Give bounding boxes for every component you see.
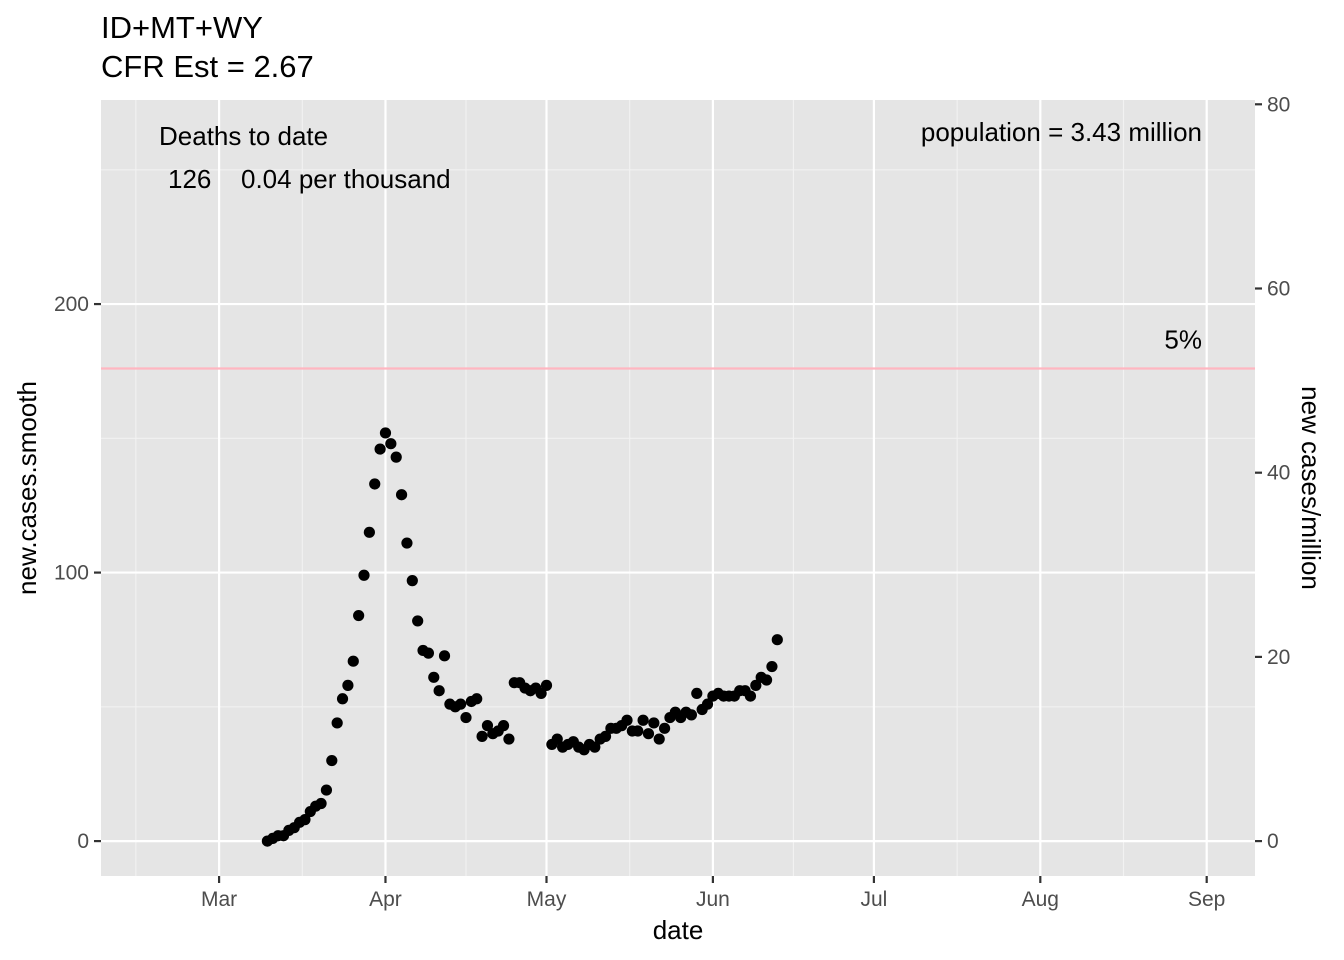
data-point <box>347 655 359 667</box>
data-point <box>766 660 778 673</box>
data-point <box>460 711 472 724</box>
y-tick-label: 100 <box>54 562 89 585</box>
data-point <box>685 709 698 721</box>
data-point <box>342 679 354 691</box>
data-point <box>379 427 392 439</box>
y-tick-label: 200 <box>54 293 89 316</box>
data-point <box>385 438 397 450</box>
data-point <box>363 526 375 538</box>
chart-subtitle: CFR Est = 2.67 <box>101 49 314 84</box>
data-point <box>422 647 435 659</box>
data-point <box>642 728 655 740</box>
data-point <box>551 733 563 745</box>
data-point <box>691 687 703 700</box>
data-point <box>760 674 773 686</box>
data-point <box>589 741 601 753</box>
data-point <box>390 451 402 463</box>
data-point <box>632 725 644 737</box>
data-point <box>481 720 494 732</box>
data-point <box>771 634 783 646</box>
data-point <box>540 679 553 691</box>
plot-panel <box>101 100 1255 876</box>
data-point <box>637 714 649 726</box>
data-point <box>369 478 381 490</box>
data-point <box>315 797 327 810</box>
data-point <box>353 609 365 622</box>
data-point <box>395 489 408 501</box>
data-point <box>331 717 343 729</box>
y-axis-left: 0 100 200 <box>54 293 101 853</box>
x-tick-label: Jun <box>696 888 730 911</box>
deaths-heading: Deaths to date <box>159 121 328 151</box>
x-axis-title: date <box>653 915 704 945</box>
deaths-rate: 0.04 per thousand <box>241 164 451 194</box>
data-point <box>336 693 349 705</box>
data-point <box>412 615 424 627</box>
data-point <box>455 698 467 710</box>
data-point <box>497 720 510 732</box>
y-tick-label: 0 <box>77 830 89 853</box>
data-point <box>599 730 612 742</box>
population-annotation: population = 3.43 million <box>921 117 1202 147</box>
data-point <box>750 679 762 691</box>
data-point <box>406 575 418 587</box>
data-point <box>503 733 515 745</box>
y-axis-title: new.cases.smooth <box>12 381 42 595</box>
y2-tick-label: 80 <box>1267 93 1290 116</box>
data-point <box>701 698 714 710</box>
y2-tick-label: 20 <box>1267 646 1290 669</box>
data-point <box>476 730 488 742</box>
x-axis: Mar Apr May Jun Jul Aug Sep <box>201 876 1225 911</box>
x-tick-label: May <box>527 888 567 911</box>
y2-axis-title: new cases/million <box>1296 386 1326 590</box>
y-axis-right: 0 20 40 60 80 <box>1255 93 1290 853</box>
y2-tick-label: 0 <box>1267 830 1279 853</box>
x-tick-label: Sep <box>1188 888 1225 911</box>
deaths-count: 126 <box>168 164 211 194</box>
data-point <box>358 569 370 581</box>
data-point <box>326 754 338 767</box>
data-point <box>658 722 671 734</box>
data-point <box>433 685 445 697</box>
x-tick-label: Jul <box>860 888 887 911</box>
data-point <box>621 714 633 726</box>
data-point <box>648 717 660 729</box>
data-point <box>535 687 547 700</box>
data-point <box>653 733 665 745</box>
reference-line-label: 5% <box>1164 325 1202 355</box>
x-tick-label: Apr <box>369 888 402 911</box>
data-point <box>744 690 757 702</box>
x-tick-label: Mar <box>201 888 237 911</box>
data-point <box>471 693 483 705</box>
x-tick-label: Aug <box>1022 888 1059 911</box>
chart-title: ID+MT+WY <box>101 10 263 45</box>
data-point <box>320 784 333 796</box>
data-point <box>438 650 451 662</box>
data-point <box>428 671 440 683</box>
data-point <box>374 443 386 455</box>
y2-tick-label: 60 <box>1267 277 1290 300</box>
y2-tick-label: 40 <box>1267 462 1290 485</box>
data-point <box>299 814 311 826</box>
grid <box>101 100 1255 876</box>
data-point <box>401 537 413 549</box>
data-points <box>261 427 783 847</box>
